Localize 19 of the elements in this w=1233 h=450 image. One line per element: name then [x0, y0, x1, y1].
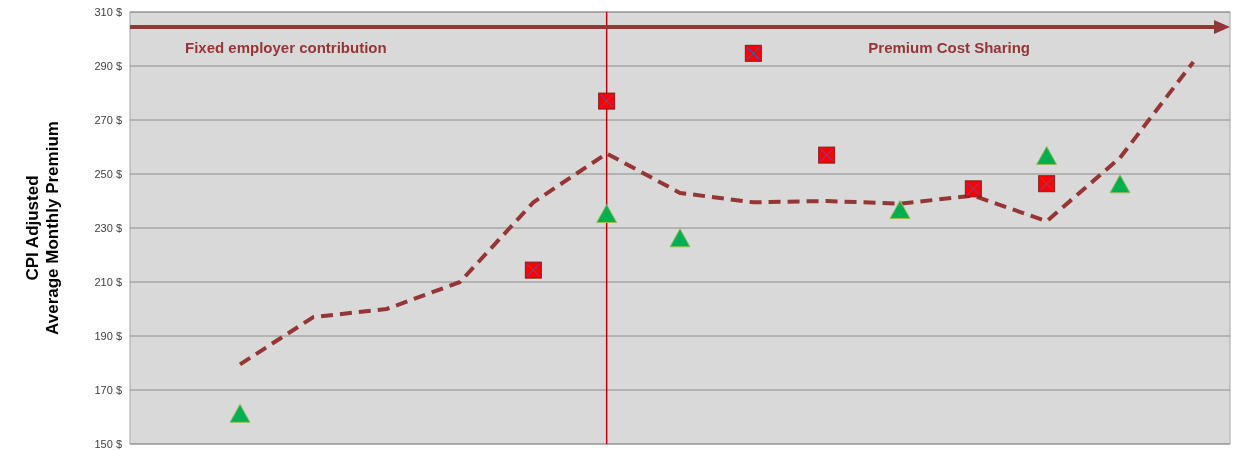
line-series — [238, 59, 1196, 367]
y-tick-label: 270 $ — [94, 113, 122, 126]
point — [1109, 174, 1131, 194]
point — [889, 199, 911, 219]
y-tick-label: 150 $ — [94, 437, 122, 450]
y-axis-title: CPI Adjusted Average Monthly Premium — [23, 121, 62, 335]
point — [596, 204, 618, 223]
y-tick-label: 190 $ — [94, 329, 122, 342]
y-tick-label: 210 $ — [94, 275, 122, 288]
y-tick-label: 230 $ — [94, 221, 122, 234]
annotation: Premium Cost Sharing — [868, 39, 1030, 56]
y-tick-label: 290 $ — [94, 59, 122, 72]
y-tick-label: 170 $ — [94, 383, 122, 396]
point — [1036, 145, 1058, 165]
point — [229, 403, 251, 423]
point — [669, 228, 691, 248]
annotation: Fixed employer contribution — [185, 39, 387, 56]
y-tick-label: 310 $ — [94, 5, 122, 18]
y-tick-label: 250 $ — [94, 167, 122, 180]
